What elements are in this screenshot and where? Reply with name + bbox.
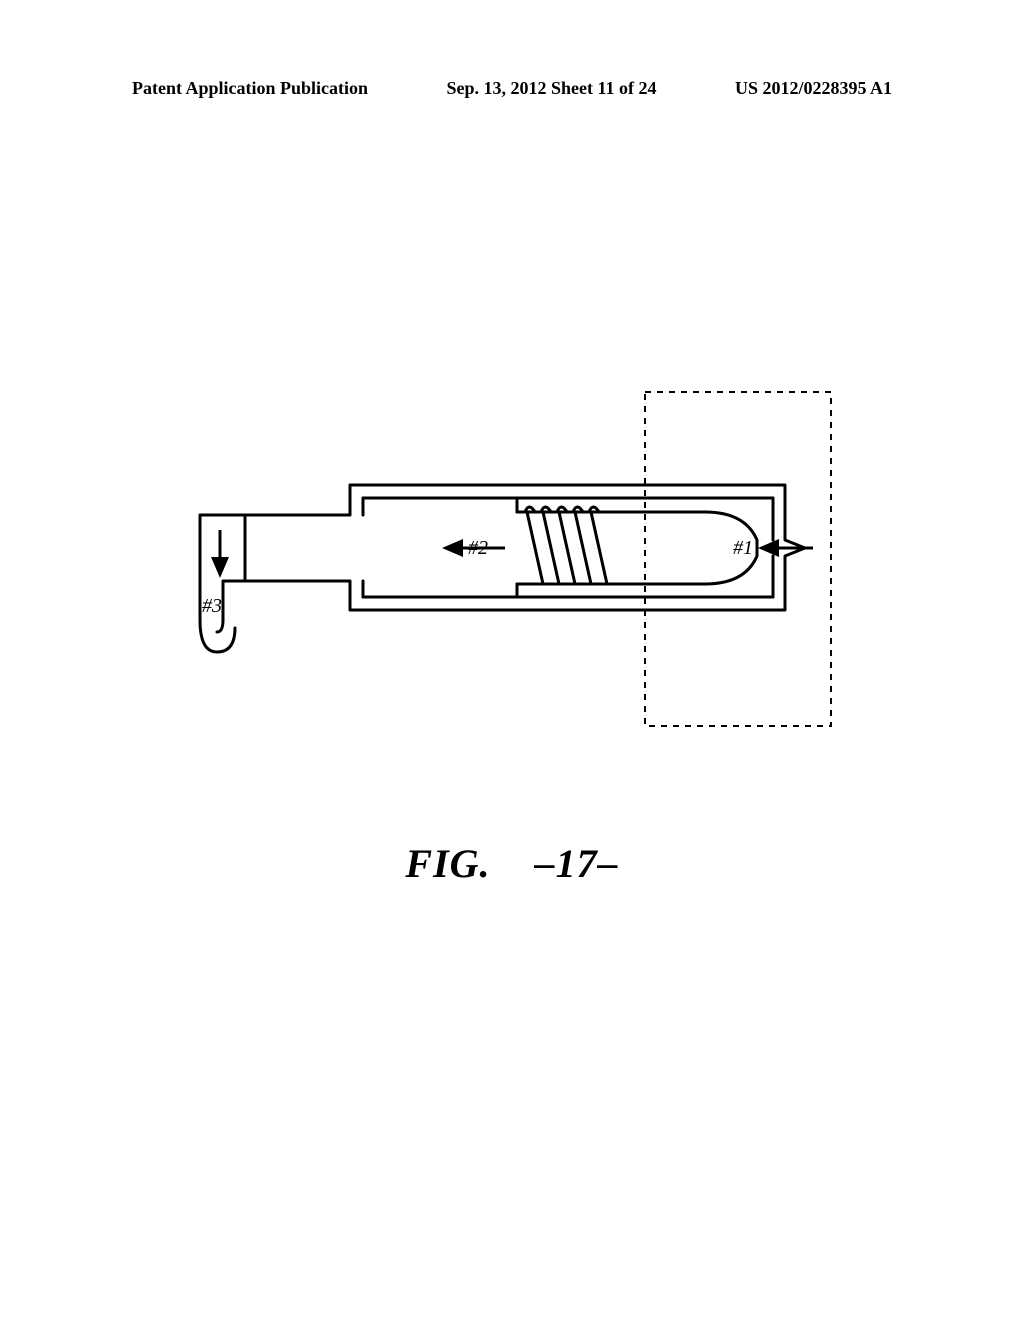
page: Patent Application Publication Sep. 13, … [0,0,1024,1320]
header-publication: Patent Application Publication [132,78,368,99]
figure-caption: FIG. –17– [0,840,1024,887]
dashed-bounding-box [645,392,831,726]
header-patent-number: US 2012/0228395 A1 [735,78,892,99]
header: Patent Application Publication Sep. 13, … [0,78,1024,99]
caption-dash-right: – [598,839,619,886]
header-date-sheet: Sep. 13, 2012 Sheet 11 of 24 [446,78,656,99]
figure-17: #1 #2 #3 [145,380,865,760]
caption-prefix: FIG. [405,841,490,886]
drawing-main [200,485,805,652]
label-3: #3 [202,595,222,617]
label-2: #2 [468,537,488,559]
label-1: #1 [733,537,753,559]
caption-number: 17 [556,841,598,886]
caption-dash-left: – [535,839,556,886]
header-inner: Patent Application Publication Sep. 13, … [132,78,892,99]
figure-svg: #1 #2 #3 [145,380,865,760]
